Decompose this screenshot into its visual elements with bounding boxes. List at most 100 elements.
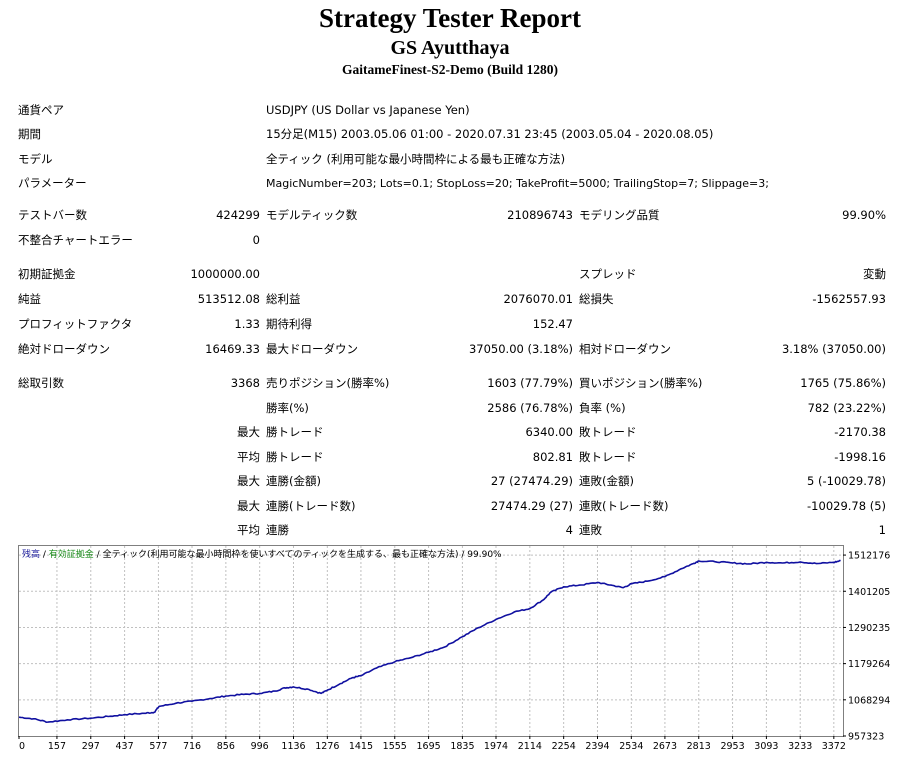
bars-value: 424299 — [216, 208, 260, 222]
expected-payoff-value: 152.47 — [532, 317, 573, 331]
x-tick-label: 996 — [251, 741, 269, 752]
x-tick-label: 716 — [183, 741, 201, 752]
avg-loss-value: -1998.16 — [834, 450, 886, 464]
loss-rate-value: 782 (23.22%) — [807, 401, 886, 415]
y-tick-label: 1068294 — [848, 695, 890, 706]
spread-label: スプレッド — [579, 267, 637, 281]
errors-label: 不整合チャートエラー — [18, 233, 133, 247]
balance-chart — [18, 545, 844, 737]
x-tick-label: 2394 — [585, 741, 609, 752]
largest-win-label: 勝トレード — [266, 425, 324, 439]
x-tick-label: 437 — [116, 741, 134, 752]
model-label: モデル — [18, 152, 53, 166]
avg-prefix-1: 平均 — [237, 450, 260, 464]
gross-loss-label: 総損失 — [579, 292, 614, 306]
legend-quality: 99.90% — [467, 550, 502, 560]
legend-sep-1: / — [40, 550, 49, 560]
params-value: MagicNumber=203; Lots=0.1; StopLoss=20; … — [266, 177, 769, 190]
avg-consec-wins-value: 4 — [565, 523, 573, 537]
legend-sep-3: / — [458, 550, 468, 560]
long-positions-value: 1765 (75.86%) — [800, 376, 886, 390]
gross-loss-value: -1562557.93 — [812, 292, 886, 306]
x-tick-label: 2114 — [518, 741, 542, 752]
expected-payoff-label: 期待利得 — [266, 317, 312, 331]
max-consec-lossamt-value: -10029.78 (5) — [807, 499, 886, 513]
legend-sep-2: / — [93, 550, 103, 560]
quality-value: 99.90% — [842, 208, 886, 222]
x-tick-label: 856 — [217, 741, 235, 752]
spread-value: 変動 — [863, 267, 886, 281]
win-rate-label: 勝率(%) — [266, 401, 309, 415]
y-tick-label: 1512176 — [848, 551, 890, 562]
x-tick-label: 577 — [149, 741, 167, 752]
largest-loss-value: -2170.38 — [834, 425, 886, 439]
abs-drawdown-value: 16469.33 — [205, 342, 260, 356]
legend-balance: 残高 — [22, 550, 41, 560]
avg-consec-losses-label: 連敗 — [579, 523, 602, 537]
avg-win-label: 勝トレード — [266, 450, 324, 464]
loss-rate-label: 負率 (%) — [579, 401, 626, 415]
avg-prefix-2: 平均 — [237, 523, 260, 537]
x-tick-label: 3233 — [788, 741, 812, 752]
rel-drawdown-label: 相対ドローダウン — [579, 342, 671, 356]
largest-loss-label: 敗トレード — [579, 425, 637, 439]
short-positions-value: 1603 (77.79%) — [487, 376, 573, 390]
report-server: GaitameFinest-S2-Demo (Build 1280) — [342, 62, 558, 77]
max-consec-losses-value: 5 (-10029.78) — [807, 474, 886, 488]
chart-legend: 残高 / 有効証拠金 / 全ティック(利用可能な最小時間枠を使いすべてのティック… — [22, 550, 502, 561]
x-tick-label: 0 — [19, 741, 25, 752]
bars-label: テストバー数 — [18, 208, 87, 222]
x-tick-label: 1136 — [281, 741, 305, 752]
max-consec-wins-label: 連勝(金額) — [266, 474, 321, 488]
pair-value: USDJPY (US Dollar vs Japanese Yen) — [266, 103, 470, 117]
max-drawdown-label: 最大ドローダウン — [266, 342, 358, 356]
ticks-value: 210896743 — [507, 208, 573, 222]
errors-value: 0 — [252, 233, 260, 247]
x-tick-label: 157 — [48, 741, 66, 752]
x-tick-label: 1276 — [315, 741, 339, 752]
x-tick-label: 1555 — [383, 741, 407, 752]
period-value: 15分足(M15) 2003.05.06 01:00 - 2020.07.31 … — [266, 127, 714, 141]
deposit-value: 1000000.00 — [190, 267, 260, 281]
model-value: 全ティック (利用可能な最小時間枠による最も正確な方法) — [266, 152, 566, 166]
max-prefix-2: 最大 — [237, 474, 260, 488]
max-prefix-3: 最大 — [237, 499, 260, 513]
short-positions-label: 売りポジション(勝率%) — [266, 376, 390, 390]
profit-factor-value: 1.33 — [234, 317, 260, 331]
legend-model: 全ティック(利用可能な最小時間枠を使いすべてのティックを生成する、最も正確な方法… — [102, 550, 459, 560]
win-rate-value: 2586 (76.78%) — [487, 401, 573, 415]
x-tick-label: 1835 — [450, 741, 474, 752]
x-tick-label: 2254 — [552, 741, 576, 752]
x-tick-label: 3372 — [822, 741, 846, 752]
max-consec-lossamt-label: 連敗(トレード数) — [579, 499, 669, 513]
gross-profit-label: 総利益 — [266, 292, 301, 306]
max-drawdown-value: 37050.00 (3.18%) — [468, 342, 573, 356]
total-trades-value: 3368 — [230, 376, 260, 390]
max-prefix-1: 最大 — [237, 425, 260, 439]
y-tick-label: 957323 — [848, 732, 884, 743]
balance-line — [18, 559, 841, 724]
max-consec-losses-label: 連敗(金額) — [579, 474, 634, 488]
x-tick-label: 2813 — [687, 741, 711, 752]
y-tick-label: 1290235 — [848, 623, 890, 634]
report-subtitle: GS Ayutthaya — [390, 37, 510, 59]
x-tick-label: 1974 — [484, 741, 508, 752]
avg-consec-wins-label: 連勝 — [266, 523, 289, 537]
y-tick-label: 1401205 — [848, 587, 890, 598]
max-consec-profit-label: 連勝(トレード数) — [266, 499, 356, 513]
largest-win-value: 6340.00 — [525, 425, 573, 439]
total-trades-label: 総取引数 — [18, 376, 64, 390]
y-tick-label: 1179264 — [848, 659, 890, 670]
x-tick-label: 1415 — [349, 741, 373, 752]
x-tick-label: 3093 — [754, 741, 778, 752]
avg-loss-label: 敗トレード — [579, 450, 637, 464]
max-consec-wins-value: 27 (27474.29) — [490, 474, 573, 488]
params-label: パラメーター — [18, 176, 87, 190]
net-profit-label: 純益 — [18, 292, 41, 306]
ticks-label: モデルティック数 — [266, 208, 358, 222]
x-tick-label: 1695 — [416, 741, 440, 752]
x-tick-label: 297 — [82, 741, 100, 752]
period-label: 期間 — [18, 127, 41, 141]
x-tick-label: 2673 — [653, 741, 677, 752]
